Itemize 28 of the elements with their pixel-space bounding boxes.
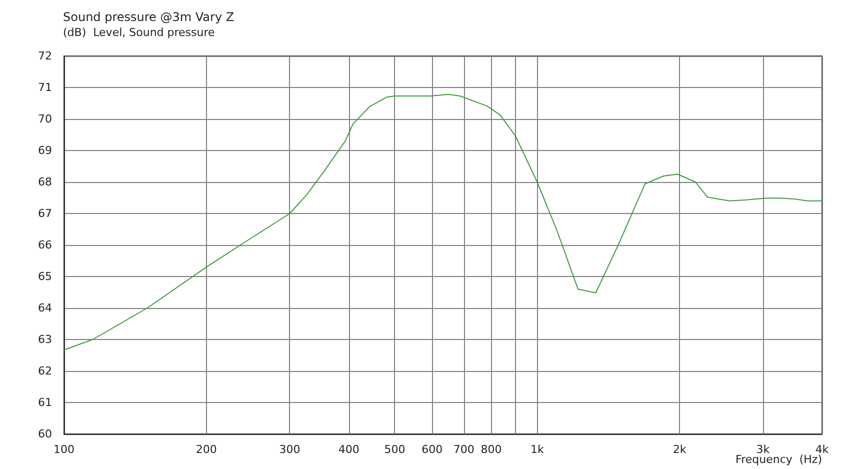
y-tick-label: 64: [38, 302, 52, 314]
x-tick-label: 1k: [530, 443, 544, 456]
x-tick-label: 700: [453, 443, 474, 456]
y-tick-label: 66: [38, 238, 52, 252]
y-tick-label: 62: [38, 364, 52, 378]
y-tick-label: 68: [38, 176, 52, 188]
x-tick-label: 400: [338, 443, 360, 456]
y-tick-label: 71: [38, 81, 52, 94]
x-tick-label: 100: [54, 443, 74, 456]
y-tick-label: 61: [38, 396, 52, 409]
y-tick-label: 70: [38, 112, 52, 126]
x-tick-label: 200: [196, 443, 217, 456]
chart-subtitle: (dB) Level, Sound pressure: [63, 26, 216, 39]
y-tick-label: 60: [38, 428, 52, 440]
x-tick-label: 800: [480, 443, 502, 456]
y-tick-label: 72: [38, 50, 52, 62]
x-axis-title: Frequency (Hz): [736, 453, 822, 466]
y-tick-label: 63: [38, 333, 52, 346]
y-tick-label: 65: [38, 270, 52, 283]
chart-title: Sound pressure @3m Vary Z: [63, 10, 234, 24]
x-tick-label: 500: [384, 443, 406, 456]
x-tick-label: 600: [422, 443, 443, 456]
x-tick-label: 3k: [756, 443, 770, 456]
x-tick-label: 2k: [672, 443, 687, 456]
y-tick-label: 67: [38, 207, 52, 220]
x-tick-label: 300: [279, 443, 300, 456]
y-tick-label: 69: [38, 144, 52, 157]
x-tick-label: 4k: [815, 443, 830, 456]
